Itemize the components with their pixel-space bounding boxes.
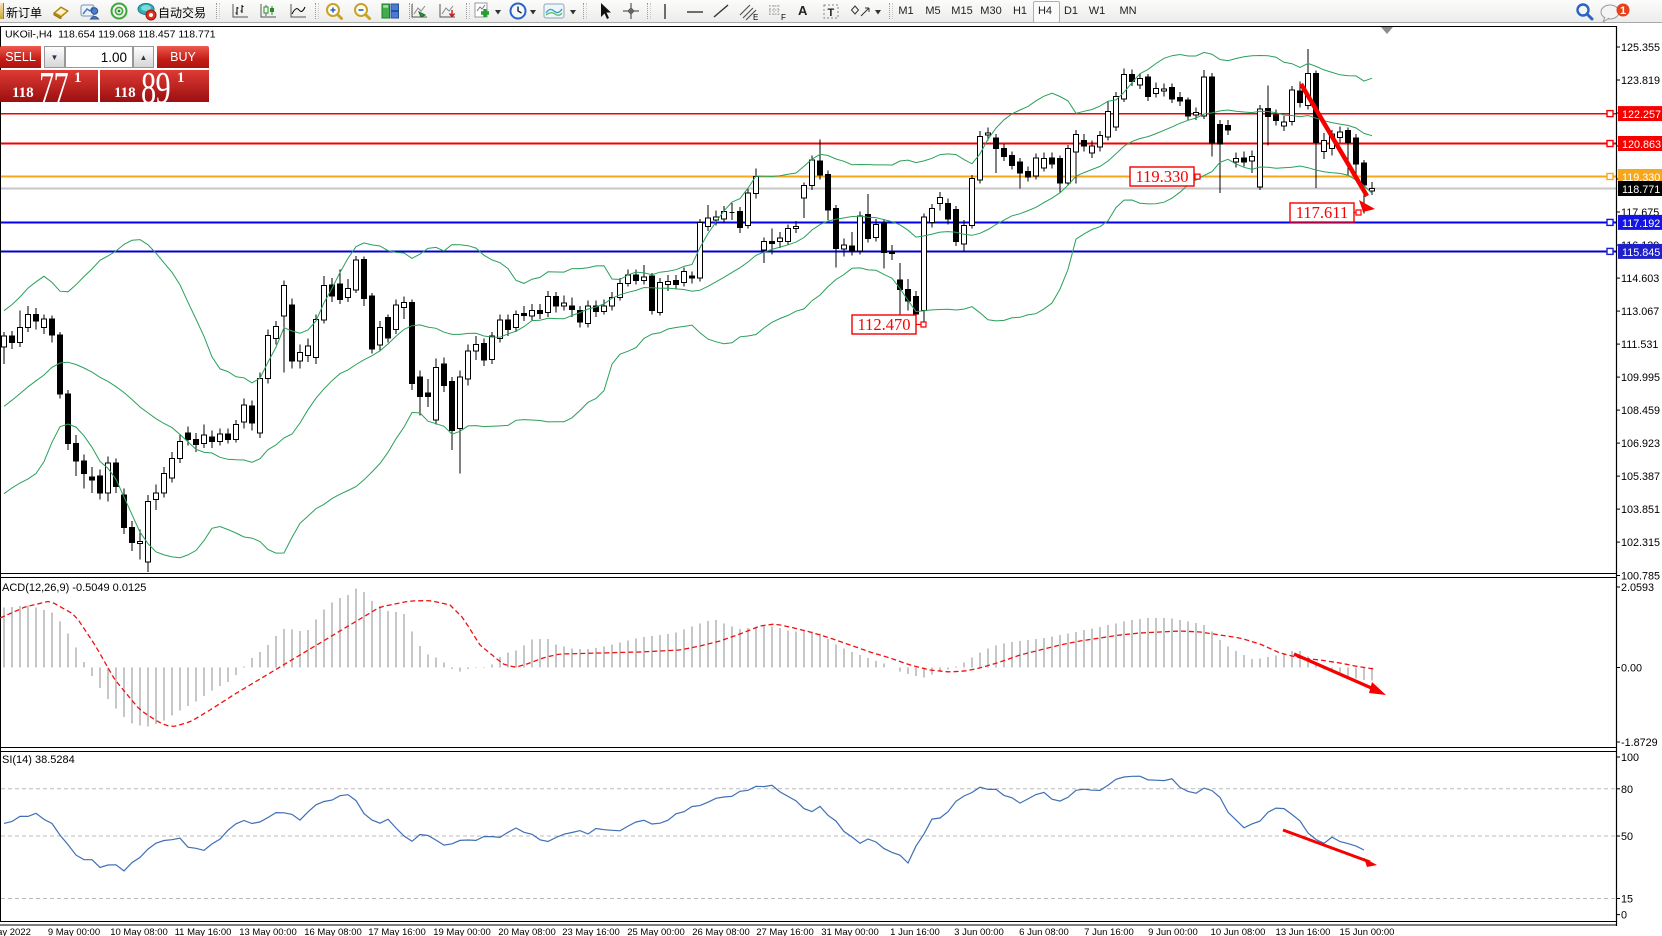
svg-text:7 Jun 16:00: 7 Jun 16:00 — [1084, 927, 1134, 936]
svg-text:108.459: 108.459 — [1621, 405, 1660, 417]
svg-text:109.995: 109.995 — [1621, 372, 1660, 384]
svg-text:26 May 08:00: 26 May 08:00 — [692, 927, 750, 936]
svg-text:122.257: 122.257 — [1622, 109, 1661, 121]
svg-text:11 May 16:00: 11 May 16:00 — [175, 927, 232, 936]
svg-text:13 May 00:00: 13 May 00:00 — [239, 927, 297, 936]
svg-text:118.771: 118.771 — [1622, 184, 1660, 196]
svg-text:111.531: 111.531 — [1621, 339, 1658, 351]
svg-text:9 May 00:00: 9 May 00:00 — [48, 927, 100, 936]
svg-text:125.355: 125.355 — [1621, 42, 1660, 54]
svg-text:100: 100 — [1621, 752, 1639, 764]
svg-text:50: 50 — [1621, 831, 1633, 843]
svg-text:31 May 00:00: 31 May 00:00 — [821, 927, 879, 936]
svg-text:112.470: 112.470 — [857, 315, 910, 334]
svg-text:ay 2022: ay 2022 — [0, 927, 31, 936]
svg-text:105.387: 105.387 — [1621, 471, 1660, 483]
svg-text:25 May 00:00: 25 May 00:00 — [627, 927, 685, 936]
svg-text:113.067: 113.067 — [1621, 306, 1659, 318]
svg-text:117.192: 117.192 — [1622, 218, 1660, 230]
svg-text:E: E — [753, 13, 758, 21]
svg-text:9 Jun 00:00: 9 Jun 00:00 — [1148, 927, 1198, 936]
svg-text:15: 15 — [1621, 894, 1633, 906]
svg-text:13 Jun 16:00: 13 Jun 16:00 — [1276, 927, 1331, 936]
svg-text:100.785: 100.785 — [1621, 571, 1660, 583]
svg-text:103.851: 103.851 — [1621, 504, 1660, 516]
svg-text:19 May 00:00: 19 May 00:00 — [433, 927, 491, 936]
svg-text:1: 1 — [1620, 5, 1626, 17]
svg-text:119.330: 119.330 — [1135, 167, 1188, 186]
svg-text:114.603: 114.603 — [1621, 273, 1659, 285]
svg-text:-1.8729: -1.8729 — [1621, 737, 1658, 749]
svg-text:20 May 08:00: 20 May 08:00 — [498, 927, 556, 936]
svg-text:1 Jun 16:00: 1 Jun 16:00 — [890, 927, 940, 936]
svg-text:123.819: 123.819 — [1621, 75, 1660, 87]
svg-text:106.923: 106.923 — [1621, 438, 1660, 450]
svg-text:ACD(12,26,9) -0.5049 0.0125: ACD(12,26,9) -0.5049 0.0125 — [2, 582, 146, 594]
svg-text:117.611: 117.611 — [1296, 203, 1348, 222]
svg-text:10 Jun 08:00: 10 Jun 08:00 — [1211, 927, 1266, 936]
svg-text:23 May 16:00: 23 May 16:00 — [562, 927, 620, 936]
svg-text:0: 0 — [1621, 910, 1627, 922]
svg-text:6 Jun 08:00: 6 Jun 08:00 — [1019, 927, 1069, 936]
svg-text:27 May 16:00: 27 May 16:00 — [756, 927, 814, 936]
svg-text:120.863: 120.863 — [1622, 139, 1661, 151]
svg-text:2.0593: 2.0593 — [1621, 582, 1654, 594]
svg-text:3 Jun 00:00: 3 Jun 00:00 — [954, 927, 1004, 936]
svg-text:10 May 08:00: 10 May 08:00 — [110, 927, 168, 936]
svg-text:17 May 16:00: 17 May 16:00 — [368, 927, 426, 936]
svg-text:F: F — [781, 13, 786, 21]
svg-text:15 Jun 00:00: 15 Jun 00:00 — [1340, 927, 1395, 936]
svg-text:80: 80 — [1621, 784, 1633, 796]
svg-text:SI(14) 38.5284: SI(14) 38.5284 — [2, 754, 75, 766]
svg-text:102.315: 102.315 — [1621, 537, 1660, 549]
svg-text:T: T — [828, 7, 835, 19]
svg-text:115.845: 115.845 — [1622, 247, 1660, 259]
svg-text:UKOil-,H4 118.654 119.068 118: UKOil-,H4 118.654 119.068 118.457 118.77… — [5, 29, 216, 41]
svg-text:16 May 08:00: 16 May 08:00 — [304, 927, 362, 936]
svg-text:0.00: 0.00 — [1621, 663, 1642, 675]
